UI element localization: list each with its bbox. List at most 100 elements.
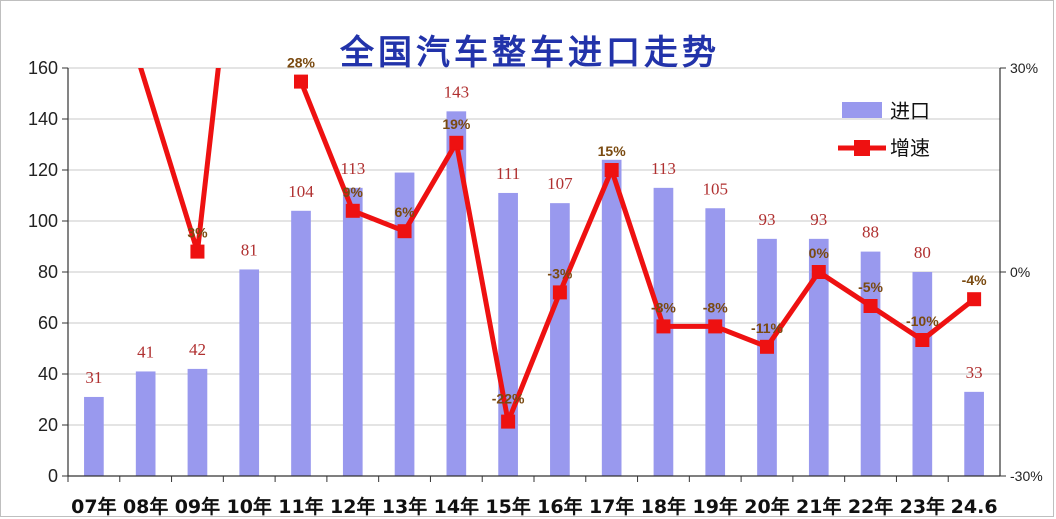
x-tick-label: 08年 — [123, 495, 168, 518]
x-tick-label: 24.6 — [951, 496, 998, 518]
chart-title: 全国汽车整车进口走势 — [339, 33, 720, 73]
bar-value-label: 93 — [759, 210, 776, 229]
growth-marker — [656, 319, 671, 334]
bar-value-label: 41 — [137, 342, 154, 361]
bar — [808, 238, 829, 476]
bar — [912, 272, 933, 476]
growth-value-label: -22% — [492, 391, 525, 407]
growth-marker — [708, 319, 723, 334]
y-tick-label: 40 — [38, 364, 58, 384]
bar-value-label: 113 — [340, 159, 365, 178]
y-tick-label: 160 — [28, 58, 58, 78]
y2-tick-label: 30% — [1010, 60, 1038, 76]
growth-value-label: 15% — [598, 143, 627, 159]
x-tick-label: 21年 — [796, 495, 841, 518]
import-bars — [84, 111, 984, 477]
bar — [84, 396, 104, 476]
bar — [239, 269, 260, 476]
x-tick-label: 19年 — [692, 495, 737, 518]
growth-value-label: 0% — [809, 245, 830, 261]
bar — [446, 111, 467, 476]
x-tick-label: 20年 — [744, 495, 789, 518]
x-tick-label: 13年 — [382, 495, 427, 518]
bar — [342, 187, 363, 476]
growth-marker — [501, 414, 516, 429]
bar-value-label: 88 — [862, 223, 879, 242]
growth-value-label: -5% — [858, 279, 883, 295]
gridlines — [68, 67, 1000, 426]
bar-value-label: 104 — [288, 182, 314, 201]
y-tick-label: 20 — [38, 415, 58, 435]
growth-marker — [345, 203, 360, 218]
bar — [601, 159, 622, 477]
x-tick-label: 22年 — [848, 495, 893, 518]
y2-tick-label: 0% — [1010, 264, 1030, 280]
bar-value-label: 93 — [810, 210, 827, 229]
growth-value-label: -8% — [651, 299, 676, 315]
growth-marker — [604, 163, 619, 177]
legend: 进口 增速 — [838, 99, 930, 160]
x-tick-label: 09年 — [175, 495, 220, 518]
bar-value-label: 113 — [651, 159, 676, 178]
bar-value-label: 31 — [85, 368, 102, 387]
data-labels: 31 41 42 81 104 113 143 111 107 113 105 93 93 88 80 33 3… — [85, 55, 987, 407]
growth-value-label: 6% — [394, 204, 415, 220]
y2-tick-label: -30% — [1010, 468, 1043, 484]
x-tick-label: 16年 — [537, 495, 582, 518]
legend-line-marker — [854, 140, 870, 156]
bar — [394, 172, 415, 477]
growth-marker — [811, 265, 826, 279]
y-tick-label: 120 — [28, 160, 58, 180]
growth-value-label: 9% — [343, 184, 364, 200]
y-tick-label: 0 — [48, 466, 58, 486]
bar-value-label: 107 — [547, 174, 573, 193]
legend-line-label: 增速 — [890, 136, 930, 160]
bar-value-label: 80 — [914, 243, 931, 262]
bar — [757, 238, 777, 476]
growth-value-label: 19% — [442, 116, 471, 132]
bar — [187, 368, 208, 476]
x-tick-label: 15年 — [485, 495, 530, 518]
bar-value-label: 33 — [966, 363, 983, 382]
y-tick-label: 80 — [38, 262, 58, 282]
growth-value-label: -10% — [906, 313, 939, 329]
x-tick-label: 18年 — [641, 495, 686, 518]
growth-value-label: 3% — [187, 225, 208, 241]
growth-marker — [449, 135, 464, 150]
bar-value-label: 111 — [496, 164, 520, 183]
y-tick-label: 100 — [28, 211, 58, 231]
legend-bar-swatch — [842, 102, 882, 118]
legend-bar-label: 进口 — [890, 99, 930, 123]
y-tick-label: 140 — [28, 109, 58, 129]
bar-value-label: 81 — [241, 240, 258, 259]
x-tick-label: 07年 — [71, 495, 116, 518]
growth-marker — [915, 333, 930, 347]
growth-marker — [552, 285, 567, 300]
growth-value-label: 28% — [287, 55, 316, 71]
bar — [550, 203, 570, 476]
growth-marker — [760, 339, 774, 354]
x-tick-label: 10年 — [226, 495, 271, 518]
y-tick-label: 60 — [38, 313, 58, 333]
growth-marker — [863, 299, 878, 313]
x-tick-label: 17年 — [589, 495, 634, 518]
x-tick-label: 23年 — [900, 495, 945, 518]
growth-marker — [397, 224, 412, 239]
bar — [498, 192, 518, 476]
bar-value-label: 143 — [444, 82, 470, 101]
bar — [705, 208, 726, 476]
growth-value-label: -3% — [547, 265, 572, 281]
bar-value-label: 105 — [702, 179, 728, 198]
bar — [291, 210, 311, 477]
bar — [964, 391, 984, 476]
bar — [135, 371, 156, 476]
growth-marker — [294, 74, 308, 89]
growth-marker — [190, 244, 205, 259]
growth-value-label: -4% — [962, 272, 987, 288]
growth-value-label: -11% — [751, 320, 783, 336]
growth-marker — [967, 292, 982, 307]
bar-value-label: 42 — [189, 340, 206, 359]
axes: 0 20 40 60 80 100 120 140 160 -30% 0% 30% 07年 08年 09年 1… — [28, 58, 1043, 518]
